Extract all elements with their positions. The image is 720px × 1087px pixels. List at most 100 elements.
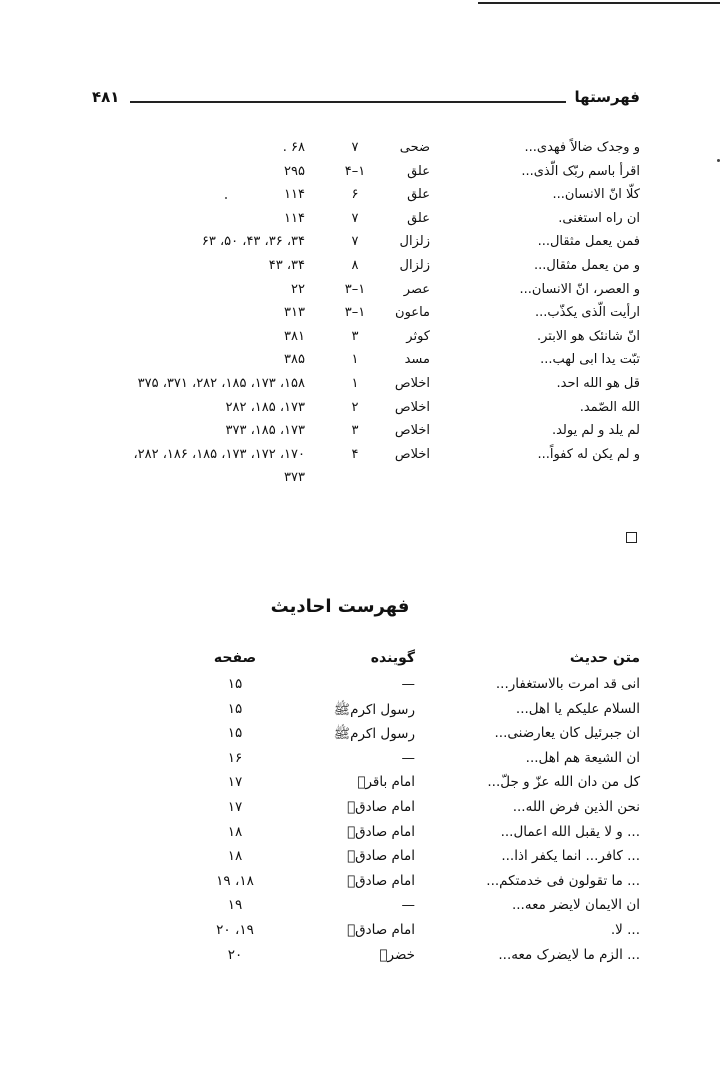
page-references: ۱۷۳، ۱۸۵، ۲۸۲	[225, 399, 305, 415]
page-references: ۱۱۴	[284, 187, 305, 203]
verse-row: و وجدک ضالاً فهدی... ضحی ۷ ۶۸ .	[80, 140, 640, 162]
page-references: ۱۱۴	[284, 210, 305, 226]
verse-row: قل هو الله احد. اخلاص ۱ ۱۵۸، ۱۷۳، ۱۸۵، ۲۸۲،…	[80, 376, 640, 398]
margin-speck	[717, 159, 720, 162]
page-references: ۳۴، ۳۶، ۴۳، ۵۰، ۶۳	[201, 234, 305, 250]
verse-text: و وجدک ضالاً فهدی...	[524, 140, 640, 155]
sura-name: اخلاص	[394, 399, 430, 415]
verse-row: ارأیت الّذی یکذّب... ماعون ۱–۳ ۳۱۳	[80, 305, 640, 327]
verse-text: الله الصّمد.	[579, 399, 640, 415]
hadith-page: ۱۶	[227, 749, 243, 766]
hadith-page: ۱۸	[227, 823, 243, 840]
verse-row: اقرأ باسم ربّک الّذی... علق ۱–۴ ۲۹۵	[80, 164, 640, 186]
hadith-row: ... کافر... انما یکفر اذا... امام صادقؑ ۱۸	[150, 848, 640, 872]
hadith-page: ۱۹	[227, 897, 243, 914]
margin-speck	[225, 197, 227, 199]
sura-name: علق	[407, 163, 430, 179]
verse-row: ۳۷۳	[80, 470, 640, 492]
hadith-row: ... لا. امام صادقؑ ۱۹، ۲۰	[150, 922, 640, 946]
sura-name: اخلاص	[394, 423, 430, 439]
page-references: ۳۸۱	[284, 328, 305, 344]
sura-name: کوثر	[406, 328, 430, 344]
verse-text: ان راه استغنی.	[558, 210, 640, 226]
verse-text: انّ شانئک هو الابتر.	[536, 328, 640, 344]
page-references: ۱۷۳، ۱۸۵، ۳۷۳	[225, 423, 305, 439]
header-title: فهرستها	[574, 88, 640, 106]
hadith-text: ... ما تقولون فی خدمتکم...	[486, 872, 640, 889]
hadith-table-header: متن حدیث گوینده صفحه	[150, 650, 640, 674]
ayah-number: ۱	[351, 376, 359, 391]
hadith-page: ۱۵	[227, 700, 243, 717]
hadith-text: ... کافر... انما یکفر اذا...	[501, 848, 640, 865]
sura-name: ضحی	[399, 140, 430, 155]
hadith-row: ان الشیعة هم اهل... — ۱۶	[150, 750, 640, 774]
ayah-number: ۱–۳	[344, 305, 366, 321]
ayah-number: ۱–۳	[344, 281, 366, 297]
sura-name: زلزال	[399, 234, 430, 250]
column-header-page: صفحه	[213, 650, 257, 666]
hadith-page: ۱۵	[227, 676, 243, 692]
hadith-speaker: —	[401, 749, 416, 766]
hadith-index-title: فهرست احادیث	[0, 596, 720, 617]
hadith-speaker: رسول اکرمﷺ	[333, 726, 415, 743]
hadith-page: ۱۸	[227, 848, 243, 865]
page-references: ۳۱۳	[284, 305, 305, 321]
verse-text: لم یلد و لم یولد.	[551, 423, 640, 439]
ayah-number: ۶	[351, 187, 359, 203]
hadith-text: ... لا.	[610, 922, 640, 938]
hadith-row: ... الزم ما لایضرک معه... خضرؑ ۲۰	[150, 947, 640, 971]
ayah-number: ۱	[351, 352, 359, 368]
ayah-number: ۴	[351, 446, 359, 462]
hadith-speaker: امام صادقؑ	[347, 922, 415, 938]
sura-name: اخلاص	[394, 446, 430, 462]
hadith-speaker: امام صادقؑ	[347, 872, 415, 889]
header-rule	[130, 101, 566, 103]
hadith-page: ۱۷	[227, 799, 243, 815]
verse-text: و العصر، انّ الانسان...	[519, 281, 640, 297]
column-header-text: متن حدیث	[569, 650, 640, 666]
sura-name: مسد	[404, 352, 430, 368]
sura-name: علق	[407, 187, 430, 203]
verse-row: الله الصّمد. اخلاص ۲ ۱۷۳، ۱۸۵، ۲۸۲	[80, 400, 640, 422]
page-references: ۱۷۰، ۱۷۲، ۱۷۳، ۱۸۵، ۱۸۶، ۲۸۲،	[133, 446, 305, 462]
hadith-page: ۱۷	[227, 774, 243, 791]
page-references: ۳۴، ۴۳	[268, 258, 305, 273]
verse-row: لم یلد و لم یولد. اخلاص ۳ ۱۷۳، ۱۸۵، ۳۷۳	[80, 423, 640, 445]
sura-name: اخلاص	[394, 376, 430, 391]
page-references: ۶۸ .	[282, 140, 305, 155]
hadith-speaker: امام باقرؑ	[357, 774, 415, 791]
verse-text: اقرأ باسم ربّک الّذی...	[521, 163, 640, 179]
hadith-row: ان جبرئیل کان یعارضنی... رسول اکرمﷺ ۱۵	[150, 725, 640, 749]
page-references: ۲۹۵	[284, 163, 305, 179]
hadith-speaker: خضرؑ	[379, 946, 415, 963]
hadith-page: ۱۸، ۱۹	[216, 872, 254, 889]
page-references: ۳۷۳	[284, 470, 305, 486]
ayah-number: ۲	[351, 399, 359, 415]
page-references: ۲۲	[291, 281, 305, 297]
column-header-speaker: گوینده	[370, 650, 415, 666]
hadith-row: انی قد امرت بالاستغفار... — ۱۵	[150, 676, 640, 700]
verse-text: کلّا انّ الانسان...	[552, 187, 640, 203]
sura-name: عصر	[403, 281, 430, 297]
ayah-number: ۸	[351, 258, 359, 273]
verse-text: فمن یعمل مثقال...	[537, 234, 640, 250]
page-number: ۴۸۱	[92, 88, 120, 106]
verse-row: و لم یکن له کفواً... اخلاص ۴ ۱۷۰، ۱۷۲، ۱۷۳،…	[80, 447, 640, 469]
hadith-text: ان الایمان لایضر معه...	[511, 897, 640, 914]
verse-row: کلّا انّ الانسان... علق ۶ ۱۱۴	[80, 187, 640, 209]
hadith-row: نحن الذین فرض الله... امام صادقؑ ۱۷	[150, 799, 640, 823]
hadith-speaker: —	[401, 897, 416, 914]
verse-text: قل هو الله احد.	[556, 376, 640, 391]
hadith-text: ... الزم ما لایضرک معه...	[498, 946, 640, 963]
top-edge-line	[478, 2, 720, 4]
hadith-text: ان الشیعة هم اهل...	[525, 749, 640, 766]
hadith-text: ان جبرئیل کان یعارضنی...	[494, 725, 640, 742]
page-references: ۳۸۵	[284, 352, 305, 368]
verse-row: و من یعمل مثقال... زلزال ۸ ۳۴، ۴۳	[80, 258, 640, 280]
hadith-speaker: امام صادقؑ	[347, 799, 415, 815]
hadith-speaker: امام صادقؑ	[347, 823, 415, 840]
verse-row: فمن یعمل مثقال... زلزال ۷ ۳۴، ۳۶، ۴۳، ۵۰، ۶…	[80, 234, 640, 256]
sura-name: علق	[407, 210, 430, 226]
hadith-row: ان الایمان لایضر معه... — ۱۹	[150, 897, 640, 921]
verse-text: و لم یکن له کفواً...	[537, 446, 640, 462]
